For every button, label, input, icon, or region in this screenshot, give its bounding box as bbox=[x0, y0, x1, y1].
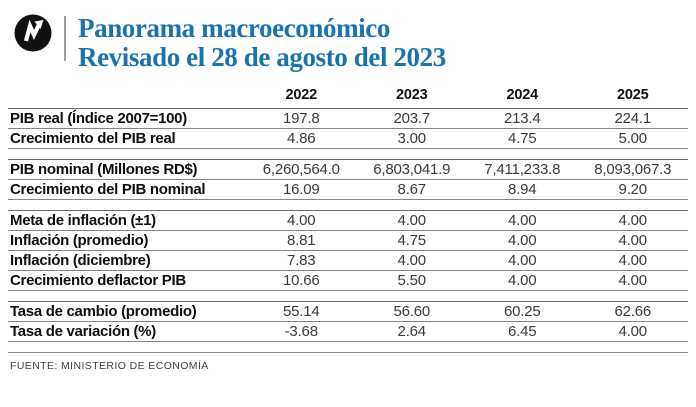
cell-value: 4.00 bbox=[397, 212, 427, 229]
cell-value: 213.4 bbox=[503, 110, 541, 127]
cell-value: 4.00 bbox=[508, 212, 537, 229]
section-pib-real: PIB real (Índice 2007=100) 197.8 203.7 2… bbox=[8, 108, 688, 149]
page-title: Panorama macroeconómico Revisado el 28 d… bbox=[78, 14, 446, 72]
footer-divider bbox=[8, 352, 688, 353]
page-title-line2: Revisado el 28 de agosto del 2023 bbox=[78, 42, 446, 72]
row-label: PIB nominal (Millones RD$) bbox=[10, 161, 198, 178]
cell-value: 8.94 bbox=[508, 181, 537, 198]
cell-value: 3.00 bbox=[397, 130, 427, 147]
table-row: Inflación (diciembre) 7.83 4.00 4.00 4.0… bbox=[8, 251, 688, 271]
cell-value: 62.66 bbox=[614, 303, 652, 320]
cell-value: 8,093,067.3 bbox=[594, 161, 672, 178]
year-header-2024: 2024 bbox=[506, 87, 539, 103]
table-row: Crecimiento del PIB real 4.86 3.00 4.75 … bbox=[8, 129, 688, 149]
table-row: Tasa de variación (%) -3.68 2.64 6.45 4.… bbox=[8, 322, 688, 342]
cell-value: 5.50 bbox=[397, 272, 427, 289]
macro-table: 2022 2023 2024 2025 PIB real (Índice 200… bbox=[8, 78, 688, 342]
row-label: Tasa de variación (%) bbox=[10, 323, 156, 340]
cell-value: 6,260,564.0 bbox=[262, 161, 340, 178]
year-header-row: 2022 2023 2024 2025 bbox=[8, 78, 688, 108]
trend-arrow-icon bbox=[14, 14, 52, 52]
row-label: Crecimiento deflactor PIB bbox=[10, 272, 186, 289]
table-row: PIB real (Índice 2007=100) 197.8 203.7 2… bbox=[8, 109, 688, 129]
cell-value: 4.00 bbox=[508, 252, 537, 269]
table-row: Crecimiento deflactor PIB 10.66 5.50 4.0… bbox=[8, 271, 688, 291]
cell-value: 4.00 bbox=[618, 323, 648, 340]
cell-value: 4.86 bbox=[287, 130, 316, 147]
cell-value: 4.00 bbox=[618, 232, 648, 249]
cell-value: 4.00 bbox=[618, 272, 648, 289]
cell-value: 7.83 bbox=[287, 252, 316, 269]
cell-value: 4.00 bbox=[397, 252, 427, 269]
table-row: Meta de inflación (±1) 4.00 4.00 4.00 4.… bbox=[8, 211, 688, 231]
table-row: PIB nominal (Millones RD$) 6,260,564.0 6… bbox=[8, 160, 688, 180]
cell-value: 4.00 bbox=[508, 232, 537, 249]
cell-value: 8.67 bbox=[397, 181, 427, 198]
cell-value: 203.7 bbox=[393, 110, 431, 127]
year-header-2023: 2023 bbox=[396, 87, 428, 103]
cell-value: 8.81 bbox=[287, 232, 316, 249]
cell-value: 56.60 bbox=[393, 303, 431, 320]
row-label: Crecimiento del PIB nominal bbox=[10, 181, 206, 198]
cell-value: 4.00 bbox=[287, 212, 316, 229]
cell-value: -3.68 bbox=[284, 323, 318, 340]
cell-value: 4.00 bbox=[618, 252, 648, 269]
table-row: Crecimiento del PIB nominal 16.09 8.67 8… bbox=[8, 180, 688, 200]
section-inflacion: Meta de inflación (±1) 4.00 4.00 4.00 4.… bbox=[8, 210, 688, 291]
section-tasa-cambio: Tasa de cambio (promedio) 55.14 56.60 60… bbox=[8, 301, 688, 342]
cell-value: 5.00 bbox=[618, 130, 648, 147]
year-header-2022: 2022 bbox=[285, 87, 318, 103]
cell-value: 55.14 bbox=[282, 303, 320, 320]
cell-value: 2.64 bbox=[397, 323, 427, 340]
cell-value: 6,803,041.9 bbox=[373, 161, 451, 178]
row-label: Tasa de cambio (promedio) bbox=[10, 303, 197, 320]
cell-value: 4.75 bbox=[508, 130, 537, 147]
masthead: Panorama macroeconómico Revisado el 28 d… bbox=[0, 0, 696, 78]
cell-value: 197.8 bbox=[282, 110, 320, 127]
row-label: PIB real (Índice 2007=100) bbox=[10, 110, 187, 127]
row-label: Crecimiento del PIB real bbox=[10, 130, 176, 147]
cell-value: 4.75 bbox=[397, 232, 427, 249]
cell-value: 16.09 bbox=[282, 181, 320, 198]
cell-value: 60.25 bbox=[503, 303, 541, 320]
cell-value: 10.66 bbox=[282, 272, 320, 289]
cell-value: 6.45 bbox=[508, 323, 537, 340]
cell-value: 7,411,233.8 bbox=[484, 161, 561, 178]
cell-value: 4.00 bbox=[508, 272, 537, 289]
row-label: Inflación (promedio) bbox=[10, 232, 149, 249]
row-label: Meta de inflación (±1) bbox=[10, 212, 156, 229]
page-title-line1: Panorama macroeconómico bbox=[78, 13, 390, 43]
cell-value: 224.1 bbox=[614, 110, 652, 127]
year-header-2025: 2025 bbox=[617, 87, 649, 103]
table-sections: PIB real (Índice 2007=100) 197.8 203.7 2… bbox=[8, 108, 688, 342]
source-note: FUENTE: MINISTERIO DE ECONOMÍA bbox=[10, 360, 209, 372]
table-row: Tasa de cambio (promedio) 55.14 56.60 60… bbox=[8, 302, 688, 322]
section-pib-nominal: PIB nominal (Millones RD$) 6,260,564.0 6… bbox=[8, 159, 688, 200]
row-label: Inflación (diciembre) bbox=[10, 252, 151, 269]
cell-value: 9.20 bbox=[618, 181, 648, 198]
cell-value: 4.00 bbox=[618, 212, 648, 229]
table-row: Inflación (promedio) 8.81 4.75 4.00 4.00 bbox=[8, 231, 688, 251]
vertical-divider bbox=[64, 16, 66, 61]
